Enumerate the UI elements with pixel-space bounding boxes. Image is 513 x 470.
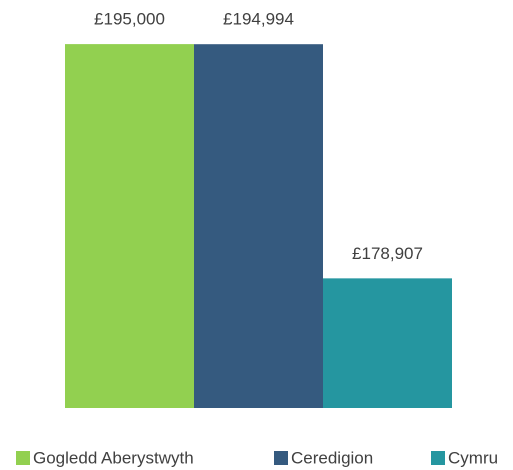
data-label: £195,000 (94, 10, 165, 29)
bar (194, 44, 323, 408)
data-label: £194,994 (223, 10, 294, 29)
data-label: £178,907 (352, 244, 423, 263)
legend-swatch (16, 451, 30, 465)
legend-label: Ceredigion (291, 448, 373, 467)
legend-label: Cymru (448, 448, 498, 467)
legend-swatch (431, 451, 445, 465)
bar (323, 278, 452, 408)
legend-label: Gogledd Aberystwyth (33, 448, 194, 467)
bar (65, 44, 194, 408)
legend-swatch (274, 451, 288, 465)
